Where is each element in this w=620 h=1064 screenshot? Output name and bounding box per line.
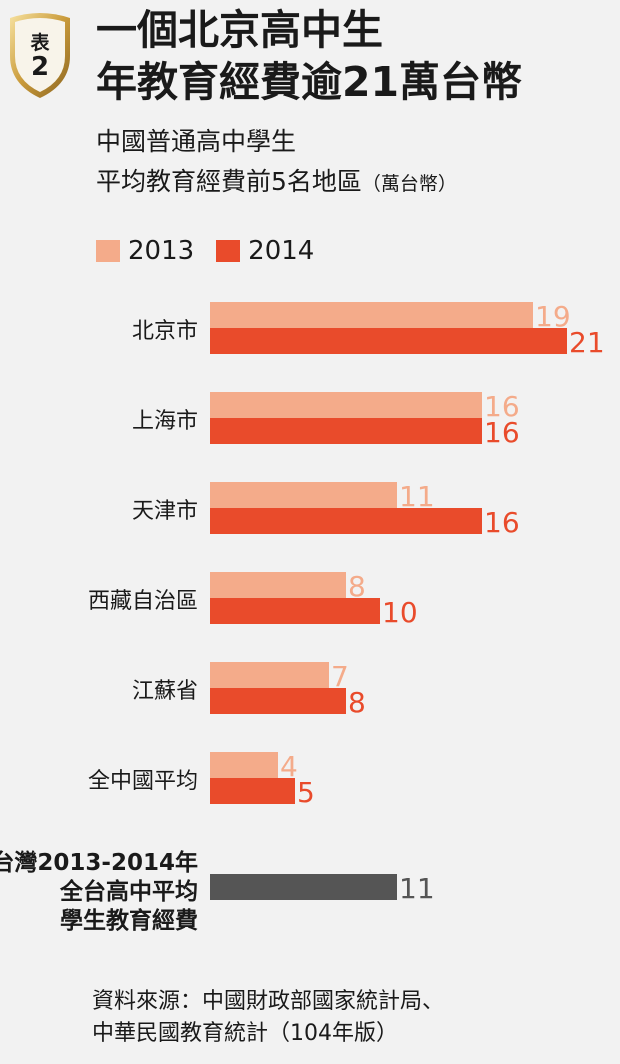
value-label-2013: 8 [348, 570, 366, 603]
value-label-2014: 8 [348, 686, 366, 719]
value-label-2014: 21 [569, 326, 605, 359]
value-label-2013: 19 [535, 300, 571, 333]
shield-icon [10, 13, 70, 98]
bar-2014 [210, 328, 567, 354]
category-label: 江蘇省 [132, 679, 198, 704]
legend-label-2014: 2014 [248, 236, 315, 266]
value-label-2013: 4 [280, 750, 298, 783]
taiwan-label-line: 全台高中平均 [59, 878, 198, 905]
bar-taiwan [210, 874, 397, 900]
subtitle-text: 平均教育經費前5名地區 [96, 167, 362, 196]
chart-title: 一個北京高中生 年教育經費逾21萬台幣 [96, 4, 522, 108]
category-label: 天津市 [132, 499, 198, 524]
source-line-2: 中華民國教育統計（104年版） [92, 1021, 398, 1046]
bar-2013 [210, 662, 329, 688]
bar-2014 [210, 508, 482, 534]
subtitle-line-1: 中國普通高中學生 [96, 127, 297, 156]
legend-swatch-2014 [216, 240, 241, 262]
category-label: 北京市 [132, 319, 198, 344]
unit-label: （萬台幣） [361, 173, 457, 195]
taiwan-label-line: 學生教育經費 [60, 907, 198, 934]
value-label-2013: 7 [331, 660, 349, 693]
legend: 2013 2014 [96, 236, 336, 266]
bar-2013 [210, 302, 533, 328]
legend-item-2014: 2014 [216, 236, 314, 266]
bar-2013 [210, 482, 397, 508]
value-label-2013: 16 [484, 390, 520, 423]
value-label-2014: 5 [297, 776, 315, 809]
category-label: 全中國平均 [88, 769, 198, 794]
title-line-2: 年教育經費逾21萬台幣 [96, 58, 523, 106]
bar-2013 [210, 392, 482, 418]
value-label-taiwan: 11 [399, 872, 435, 905]
source-line-1: 資料來源：中國財政部國家統計局、 [92, 989, 445, 1014]
badge-label: 表 [30, 32, 50, 54]
table-badge: 表 2 [4, 6, 76, 102]
bar-2014 [210, 418, 482, 444]
subtitle-line-2: 平均教育經費前5名地區（萬台幣） [96, 162, 457, 204]
badge-number: 2 [30, 52, 50, 82]
legend-swatch-2013 [96, 240, 120, 262]
source-note: 資料來源：中國財政部國家統計局、 中華民國教育統計（104年版） [92, 986, 444, 1050]
value-label-2014: 10 [382, 596, 418, 629]
category-label: 西藏自治區 [88, 589, 198, 614]
title-line-1: 一個北京高中生 [96, 6, 383, 54]
bar-2013 [210, 572, 346, 598]
bar-2014 [210, 598, 380, 624]
chart-subtitle: 中國普通高中學生 平均教育經費前5名地區（萬台幣） [96, 122, 457, 204]
value-label-2014: 16 [484, 416, 520, 449]
value-label-2013: 11 [399, 480, 435, 513]
bar-2013 [210, 752, 278, 778]
taiwan-label-line: 台灣2013-2014年 [0, 849, 198, 876]
category-label: 上海市 [132, 409, 198, 434]
value-label-2014: 16 [484, 506, 520, 539]
bar-2014 [210, 778, 295, 804]
legend-label-2013: 2013 [128, 236, 195, 266]
legend-item-2013: 2013 [96, 236, 194, 266]
bar-2014 [210, 688, 346, 714]
